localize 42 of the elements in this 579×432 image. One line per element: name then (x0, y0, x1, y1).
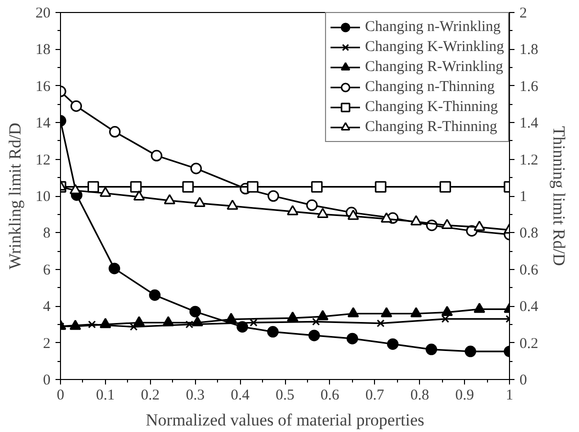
x-tick-label: 0.9 (455, 388, 474, 404)
y2-tick-label: 1.6 (520, 78, 539, 95)
y2-tick-label: 1.2 (520, 152, 538, 168)
y-tick-label: 12 (36, 152, 50, 168)
x-tick-label: 0.2 (140, 388, 160, 404)
x-tick-label: 1 (506, 388, 514, 404)
y2-axis-title: Thinning limit Rd/D (549, 126, 568, 266)
legend-label: Changing n-Thinning (365, 78, 495, 96)
y2-tick-label: 0.8 (520, 226, 538, 242)
y-tick-label: 10 (36, 189, 50, 205)
y2-tick-label: 1.4 (520, 116, 539, 132)
x-tick-label: 0.7 (365, 388, 385, 404)
x-tick-label: 0.4 (230, 388, 250, 404)
x-tick-label: 0.1 (96, 388, 115, 404)
y-tick-label: 8 (43, 226, 50, 242)
legend-label: Changing K-Thinning (365, 98, 498, 116)
y2-tick-label: 0.6 (520, 262, 539, 278)
legend-label: Changing R-Wrinkling (365, 58, 504, 76)
y-tick-label: 4 (43, 299, 51, 316)
y-tick-label: 0 (43, 372, 50, 388)
y2-tick-label: 0 (520, 372, 527, 388)
y2-tick-label: 0.4 (520, 299, 539, 316)
y2-tick-label: 2 (520, 6, 527, 22)
x-axis-title: Normalized values of material properties (146, 410, 424, 430)
y-tick-label: 2 (43, 336, 50, 352)
legend-label: Changing n-Wrinkling (365, 18, 501, 36)
x-tick-label: 0.3 (186, 388, 205, 404)
x-tick-label: 0.6 (320, 388, 340, 404)
y-tick-label: 14 (36, 116, 51, 132)
x-tick-label: 0.8 (410, 388, 430, 404)
x-tick-label: 0 (56, 388, 64, 404)
y-tick-label: 20 (36, 6, 50, 22)
y-tick-label: 6 (43, 262, 51, 278)
legend-label: Changing K-Wrinkling (365, 38, 504, 56)
y2-tick-label: 1.8 (520, 42, 538, 58)
x-tick-label: 0.5 (276, 388, 294, 404)
legend-label: Changing R-Thinning (365, 118, 498, 136)
y-tick-label: 16 (36, 78, 51, 95)
y-axis-title: Wrinkling limit Rd/D (6, 122, 24, 270)
y2-tick-label: 1 (520, 189, 527, 205)
y-tick-label: 18 (36, 42, 50, 58)
y2-tick-label: 0.2 (520, 336, 538, 352)
